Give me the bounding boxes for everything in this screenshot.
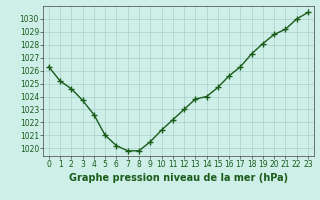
- X-axis label: Graphe pression niveau de la mer (hPa): Graphe pression niveau de la mer (hPa): [69, 173, 288, 183]
